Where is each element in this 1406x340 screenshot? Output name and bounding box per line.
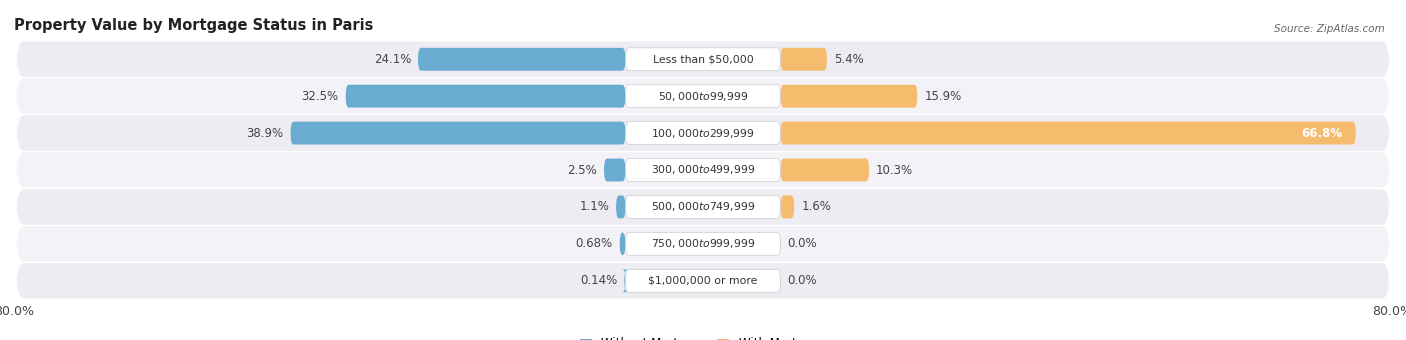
FancyBboxPatch shape (780, 158, 869, 182)
Text: 66.8%: 66.8% (1302, 126, 1343, 140)
FancyBboxPatch shape (418, 48, 626, 71)
Text: $300,000 to $499,999: $300,000 to $499,999 (651, 164, 755, 176)
FancyBboxPatch shape (626, 85, 780, 108)
Text: 10.3%: 10.3% (876, 164, 914, 176)
Text: 0.0%: 0.0% (787, 237, 817, 250)
Text: $100,000 to $299,999: $100,000 to $299,999 (651, 126, 755, 140)
Text: 1.6%: 1.6% (801, 200, 831, 214)
Text: $500,000 to $749,999: $500,000 to $749,999 (651, 200, 755, 214)
FancyBboxPatch shape (780, 48, 827, 71)
Text: Property Value by Mortgage Status in Paris: Property Value by Mortgage Status in Par… (14, 18, 374, 33)
Text: 15.9%: 15.9% (924, 90, 962, 103)
Text: 32.5%: 32.5% (302, 90, 339, 103)
FancyBboxPatch shape (17, 189, 1389, 225)
FancyBboxPatch shape (17, 226, 1389, 261)
FancyBboxPatch shape (17, 41, 1389, 77)
FancyBboxPatch shape (626, 158, 780, 182)
FancyBboxPatch shape (620, 232, 626, 255)
FancyBboxPatch shape (626, 195, 780, 218)
FancyBboxPatch shape (780, 85, 918, 108)
Legend: Without Mortgage, With Mortgage: Without Mortgage, With Mortgage (581, 337, 825, 340)
Text: 38.9%: 38.9% (246, 126, 284, 140)
Text: 1.1%: 1.1% (579, 200, 609, 214)
Text: 24.1%: 24.1% (374, 53, 411, 66)
FancyBboxPatch shape (605, 158, 626, 182)
FancyBboxPatch shape (17, 115, 1389, 151)
FancyBboxPatch shape (623, 269, 627, 292)
Text: $750,000 to $999,999: $750,000 to $999,999 (651, 237, 755, 250)
FancyBboxPatch shape (626, 232, 780, 255)
FancyBboxPatch shape (626, 48, 780, 71)
Text: 0.14%: 0.14% (581, 274, 617, 287)
Text: Less than $50,000: Less than $50,000 (652, 54, 754, 64)
FancyBboxPatch shape (780, 195, 794, 218)
Text: 0.68%: 0.68% (575, 237, 613, 250)
FancyBboxPatch shape (346, 85, 626, 108)
Text: 2.5%: 2.5% (568, 164, 598, 176)
FancyBboxPatch shape (626, 269, 780, 292)
FancyBboxPatch shape (17, 263, 1389, 299)
FancyBboxPatch shape (616, 195, 626, 218)
FancyBboxPatch shape (291, 122, 626, 144)
FancyBboxPatch shape (17, 79, 1389, 114)
FancyBboxPatch shape (17, 152, 1389, 188)
Text: $1,000,000 or more: $1,000,000 or more (648, 276, 758, 286)
Text: 5.4%: 5.4% (834, 53, 863, 66)
Text: Source: ZipAtlas.com: Source: ZipAtlas.com (1274, 24, 1385, 34)
FancyBboxPatch shape (626, 122, 780, 144)
FancyBboxPatch shape (780, 122, 1355, 144)
Text: 0.0%: 0.0% (787, 274, 817, 287)
Text: $50,000 to $99,999: $50,000 to $99,999 (658, 90, 748, 103)
